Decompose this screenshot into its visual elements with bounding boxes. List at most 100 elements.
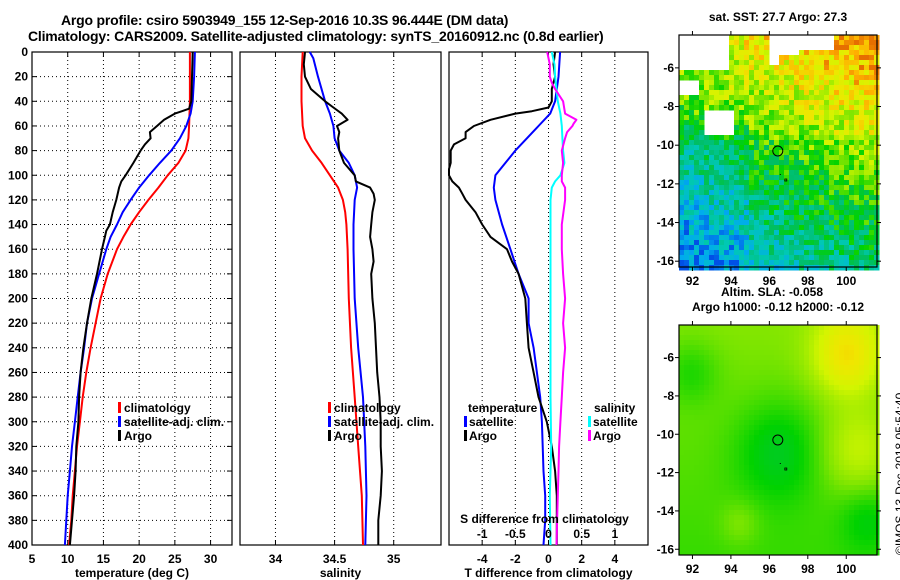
map-cell	[819, 390, 825, 396]
map-cell	[769, 190, 775, 196]
map-cell	[714, 230, 720, 236]
map-cell	[774, 260, 780, 266]
map-cell	[834, 540, 840, 546]
map-cell	[709, 90, 715, 96]
map-cell	[859, 130, 865, 136]
map-cell	[704, 330, 710, 336]
map-cell	[684, 420, 690, 426]
map-cell	[744, 175, 750, 181]
island-marker	[779, 463, 781, 464]
map-cell	[704, 450, 710, 456]
x-tick-label: 34	[269, 552, 283, 566]
map-cell	[869, 420, 875, 426]
map-cell	[839, 200, 845, 206]
map-cell	[724, 520, 730, 526]
legend-label-satellite: satellite-adj. clim.	[124, 415, 224, 429]
map-cell	[864, 95, 870, 101]
map-cell	[724, 345, 730, 351]
map-cell	[809, 510, 815, 516]
map-cell	[679, 105, 685, 111]
map-cell	[829, 500, 835, 506]
map-cell	[819, 265, 825, 271]
map-cell	[739, 70, 745, 76]
map-cell	[734, 230, 740, 236]
map-cell	[759, 400, 765, 406]
map-cell	[854, 160, 860, 166]
y-tick-label: 360	[8, 489, 28, 503]
map-cell	[854, 500, 860, 506]
map-cell	[729, 95, 735, 101]
map-cell	[714, 545, 720, 551]
map-cell	[729, 200, 735, 206]
map-cell	[804, 400, 810, 406]
map-cell	[749, 35, 755, 41]
map-cell	[774, 390, 780, 396]
map-cell	[824, 385, 830, 391]
map-cell	[819, 185, 825, 191]
y-tick-label: 320	[8, 439, 28, 453]
map-cell	[679, 225, 685, 231]
map-cell	[764, 380, 770, 386]
map-cell	[784, 235, 790, 241]
map-cell	[834, 255, 840, 261]
map-cell	[814, 450, 820, 456]
map-cell	[729, 215, 735, 221]
map-cell	[864, 540, 870, 546]
map-cell	[799, 345, 805, 351]
map-cell	[864, 430, 870, 436]
map-cell	[829, 335, 835, 341]
map-cell	[829, 90, 835, 96]
map-cell	[854, 530, 860, 536]
map-cell	[804, 135, 810, 141]
map-cell	[844, 415, 850, 421]
legend-swatch-satellite	[118, 416, 121, 427]
map-cell	[724, 435, 730, 441]
map-cell	[754, 360, 760, 366]
map-cell	[784, 400, 790, 406]
map-cell	[719, 325, 725, 331]
map-cell	[729, 455, 735, 461]
map-cell	[829, 145, 835, 151]
map-cell	[764, 335, 770, 341]
map-cell	[784, 500, 790, 506]
map-cell	[729, 35, 735, 41]
map-cell	[749, 140, 755, 146]
map-cell	[829, 175, 835, 181]
map-cell	[684, 460, 690, 466]
map-cell	[679, 530, 685, 536]
map-cell	[824, 525, 830, 531]
map-cell	[744, 35, 750, 41]
map-cell	[824, 255, 830, 261]
map-cell	[779, 375, 785, 381]
map-cell	[724, 510, 730, 516]
map-cell	[789, 395, 795, 401]
map-cell	[694, 175, 700, 181]
map-cell	[709, 355, 715, 361]
map-cell	[804, 115, 810, 121]
map-cell	[839, 105, 845, 111]
map-cell	[699, 360, 705, 366]
map-cell	[869, 440, 875, 446]
map-cell	[759, 325, 765, 331]
map-cell	[709, 465, 715, 471]
map-cell	[784, 420, 790, 426]
map-cell	[819, 515, 825, 521]
map-cell	[849, 490, 855, 496]
map-cell	[849, 370, 855, 376]
map-cell	[699, 345, 705, 351]
map-cell	[829, 395, 835, 401]
map-cell	[854, 190, 860, 196]
map-cell	[739, 515, 745, 521]
map-cell	[799, 430, 805, 436]
map-cell	[734, 125, 740, 131]
map-cell	[864, 105, 870, 111]
map-cell	[694, 150, 700, 156]
map-cell	[729, 410, 735, 416]
map-cell	[724, 220, 730, 226]
map-cell	[779, 80, 785, 86]
map-cell	[839, 520, 845, 526]
map-cell	[774, 330, 780, 336]
map-cell	[709, 405, 715, 411]
map-cell	[789, 545, 795, 551]
map-cell	[689, 100, 695, 106]
